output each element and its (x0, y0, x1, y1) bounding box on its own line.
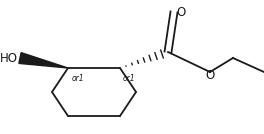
Text: O: O (176, 5, 186, 18)
Text: O: O (205, 69, 215, 82)
Text: HO: HO (0, 51, 18, 64)
Polygon shape (19, 53, 68, 68)
Text: or1: or1 (123, 74, 136, 83)
Text: or1: or1 (72, 74, 85, 83)
